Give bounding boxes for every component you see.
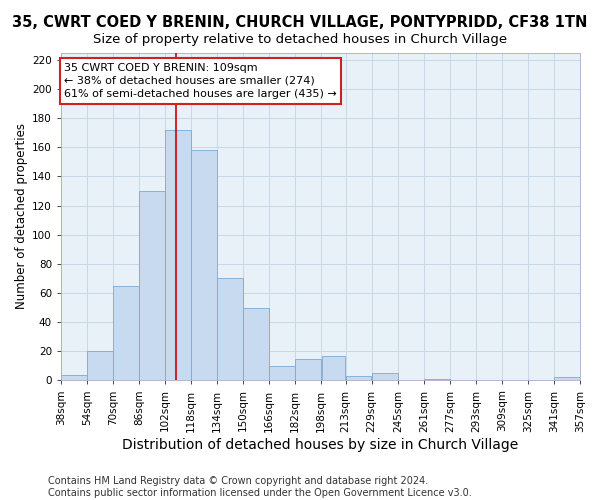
Text: 35 CWRT COED Y BRENIN: 109sqm
← 38% of detached houses are smaller (274)
61% of : 35 CWRT COED Y BRENIN: 109sqm ← 38% of d…	[64, 62, 337, 99]
Bar	[61, 374, 87, 380]
Bar	[191, 150, 217, 380]
Bar	[244, 308, 269, 380]
Bar	[269, 366, 295, 380]
Bar	[372, 373, 398, 380]
Bar	[295, 358, 321, 380]
Bar	[554, 378, 580, 380]
Bar	[87, 352, 113, 380]
Text: Contains HM Land Registry data © Crown copyright and database right 2024.
Contai: Contains HM Land Registry data © Crown c…	[48, 476, 472, 498]
Text: Size of property relative to detached houses in Church Village: Size of property relative to detached ho…	[93, 32, 507, 46]
Bar	[139, 191, 165, 380]
Bar	[322, 356, 346, 380]
Y-axis label: Number of detached properties: Number of detached properties	[15, 124, 28, 310]
X-axis label: Distribution of detached houses by size in Church Village: Distribution of detached houses by size …	[122, 438, 518, 452]
Bar	[346, 376, 371, 380]
Bar	[113, 286, 139, 380]
Bar	[166, 130, 191, 380]
Text: 35, CWRT COED Y BRENIN, CHURCH VILLAGE, PONTYPRIDD, CF38 1TN: 35, CWRT COED Y BRENIN, CHURCH VILLAGE, …	[13, 15, 587, 30]
Bar	[424, 379, 449, 380]
Bar	[217, 278, 243, 380]
